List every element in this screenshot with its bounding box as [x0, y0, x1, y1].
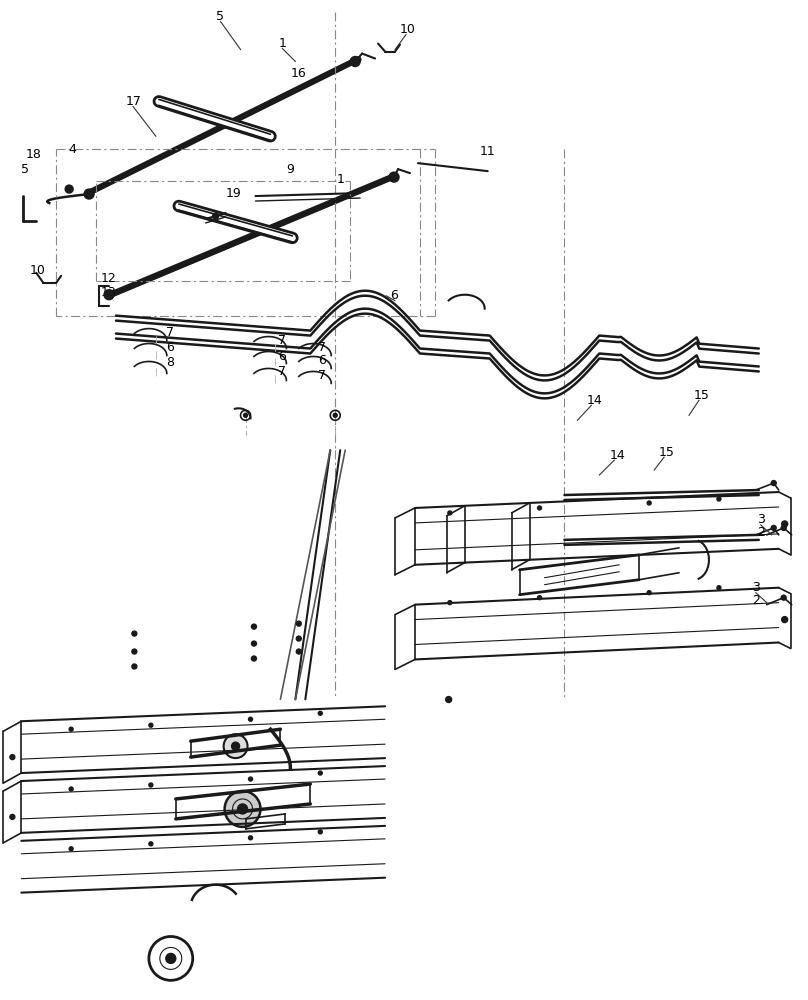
- Text: 19: 19: [225, 187, 242, 200]
- Text: 3: 3: [751, 581, 760, 594]
- Circle shape: [104, 290, 114, 300]
- Circle shape: [84, 189, 94, 199]
- Circle shape: [10, 814, 15, 819]
- Text: 2: 2: [751, 594, 760, 607]
- Circle shape: [771, 525, 776, 530]
- Circle shape: [224, 734, 247, 758]
- Text: 10: 10: [29, 264, 45, 277]
- Text: 2: 2: [757, 526, 764, 539]
- Text: 9: 9: [286, 163, 294, 176]
- Text: 13: 13: [101, 286, 117, 299]
- Text: 17: 17: [126, 95, 142, 108]
- Circle shape: [251, 641, 256, 646]
- Text: 6: 6: [390, 289, 398, 302]
- Text: 7: 7: [318, 369, 326, 382]
- Text: 12: 12: [101, 272, 117, 285]
- Circle shape: [717, 497, 721, 501]
- Circle shape: [225, 791, 260, 827]
- Text: 1: 1: [336, 173, 344, 186]
- Circle shape: [297, 636, 301, 641]
- Circle shape: [318, 830, 322, 834]
- Circle shape: [537, 596, 541, 600]
- Text: 6: 6: [279, 350, 286, 363]
- Text: 4: 4: [68, 143, 76, 156]
- Text: 16: 16: [290, 67, 306, 80]
- Circle shape: [132, 664, 137, 669]
- Circle shape: [781, 525, 786, 530]
- Circle shape: [318, 711, 322, 715]
- Text: 1: 1: [279, 37, 286, 50]
- Circle shape: [318, 771, 322, 775]
- Text: 18: 18: [25, 148, 41, 161]
- Circle shape: [249, 836, 253, 840]
- Text: 11: 11: [480, 145, 495, 158]
- Circle shape: [132, 631, 137, 636]
- Circle shape: [333, 413, 337, 417]
- Circle shape: [249, 777, 253, 781]
- Text: 14: 14: [587, 394, 602, 407]
- Circle shape: [65, 185, 74, 193]
- Circle shape: [781, 617, 788, 623]
- Circle shape: [232, 742, 239, 750]
- Circle shape: [166, 953, 176, 963]
- Circle shape: [69, 847, 74, 851]
- Text: 14: 14: [609, 449, 625, 462]
- Circle shape: [781, 521, 788, 527]
- Circle shape: [243, 413, 247, 417]
- Text: 6: 6: [166, 341, 174, 354]
- Circle shape: [389, 172, 399, 182]
- Circle shape: [350, 57, 360, 66]
- Circle shape: [149, 783, 153, 787]
- Circle shape: [771, 481, 776, 486]
- Text: 5: 5: [216, 10, 224, 23]
- Text: 3: 3: [757, 513, 764, 526]
- Circle shape: [647, 591, 651, 595]
- Text: 7: 7: [279, 334, 286, 347]
- Circle shape: [537, 506, 541, 510]
- Circle shape: [149, 842, 153, 846]
- Circle shape: [717, 586, 721, 590]
- Circle shape: [10, 755, 15, 760]
- Text: 15: 15: [659, 446, 675, 459]
- Text: 7: 7: [279, 365, 286, 378]
- Circle shape: [647, 501, 651, 505]
- Circle shape: [213, 213, 219, 219]
- Text: 15: 15: [694, 389, 710, 402]
- Text: 10: 10: [400, 23, 416, 36]
- Text: 7: 7: [166, 326, 174, 339]
- Text: 8: 8: [166, 356, 174, 369]
- Circle shape: [297, 621, 301, 626]
- Circle shape: [251, 624, 256, 629]
- Circle shape: [446, 697, 452, 703]
- Circle shape: [448, 601, 452, 605]
- Text: 6: 6: [318, 354, 326, 367]
- Circle shape: [249, 717, 253, 721]
- Circle shape: [781, 595, 786, 600]
- Circle shape: [448, 511, 452, 515]
- Circle shape: [69, 787, 74, 791]
- Circle shape: [149, 723, 153, 727]
- Circle shape: [251, 656, 256, 661]
- Circle shape: [132, 649, 137, 654]
- Circle shape: [69, 727, 74, 731]
- Text: 7: 7: [318, 341, 326, 354]
- Circle shape: [297, 649, 301, 654]
- Text: 5: 5: [21, 163, 29, 176]
- Circle shape: [238, 804, 247, 814]
